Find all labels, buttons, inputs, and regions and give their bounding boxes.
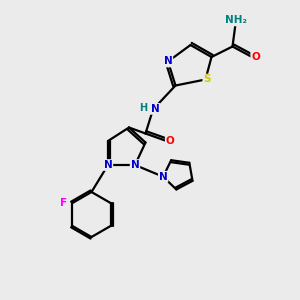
Text: O: O [166,136,175,146]
Text: H: H [139,103,148,113]
Text: N: N [164,56,172,67]
Text: N: N [130,160,140,170]
Text: F: F [60,198,67,208]
Text: N: N [103,160,112,170]
Text: N: N [151,104,160,114]
Text: O: O [251,52,260,62]
Text: NH₂: NH₂ [224,15,247,26]
Text: S: S [203,74,211,85]
Text: N: N [159,172,167,182]
